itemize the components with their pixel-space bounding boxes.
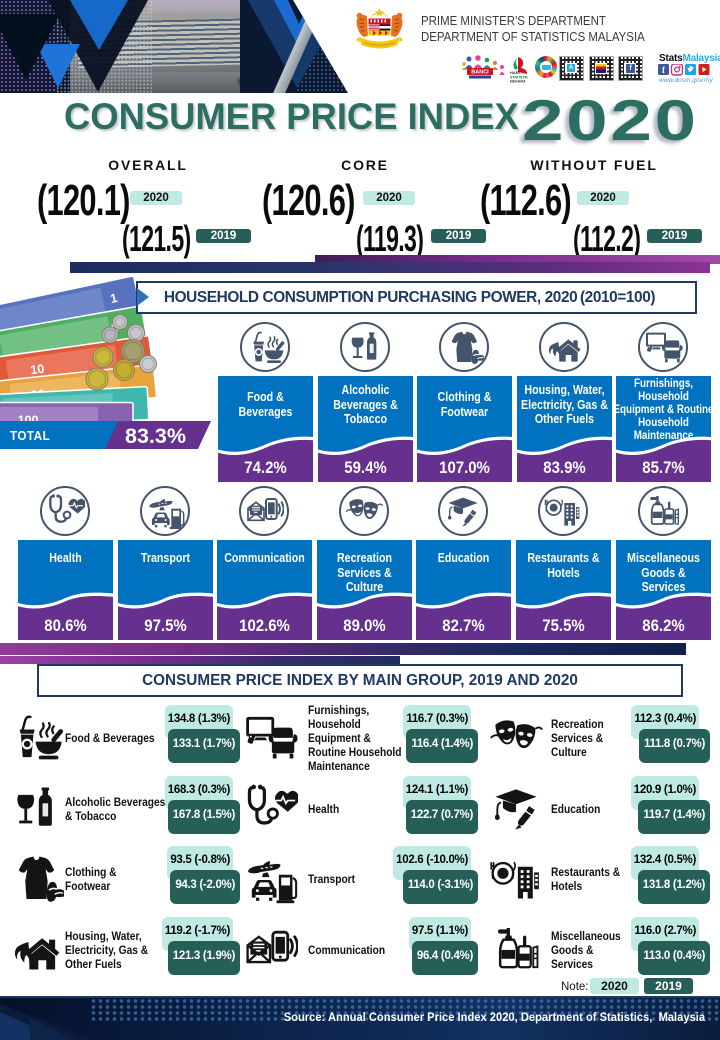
svg-text:f: f (662, 65, 666, 75)
svg-text:10: 10 (29, 362, 45, 378)
svg-text:1: 1 (109, 291, 119, 306)
svg-text:STATISTIK: STATISTIK (510, 76, 528, 80)
svg-text:HARI: HARI (510, 70, 520, 75)
svg-text:NEGARA: NEGARA (510, 80, 526, 84)
svg-text:BANCI: BANCI (471, 70, 489, 76)
